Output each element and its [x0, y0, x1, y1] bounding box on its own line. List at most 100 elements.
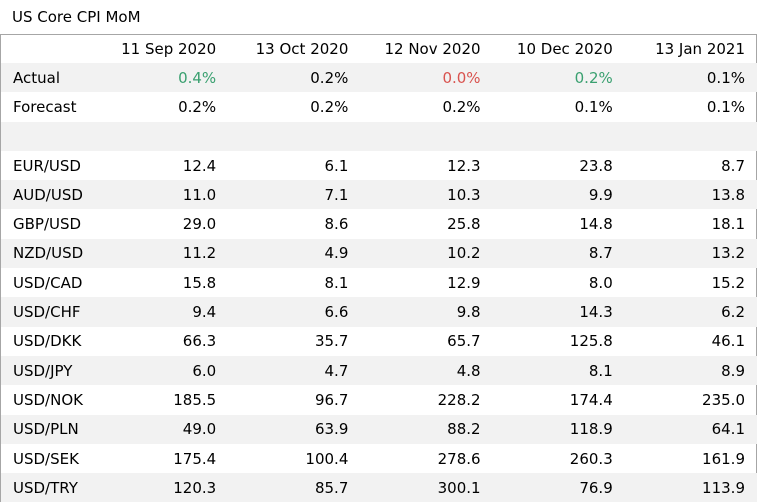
pair-value: 85.7	[228, 473, 361, 503]
row-label-forecast: Forecast	[13, 97, 77, 116]
pair-value: 63.9	[228, 414, 361, 444]
spacer-row	[1, 121, 757, 151]
pair-row: GBP/USD 29.0 8.6 25.8 14.8 18.1	[1, 209, 757, 238]
pair-value: 9.8	[360, 297, 493, 327]
pair-value: 14.8	[579, 215, 613, 234]
pair-row: NZD/USD 11.2 4.9 10.2 8.7 13.2	[1, 238, 757, 269]
pair-value: 6.6	[228, 297, 361, 327]
actual-value: 0.2%	[492, 63, 625, 93]
forecast-row: Forecast 0.2% 0.2% 0.2% 0.1% 0.1%	[1, 92, 757, 121]
column-header: 10 Dec 2020	[516, 40, 613, 58]
pair-value: 8.7	[492, 238, 625, 269]
pair-value: 185.5	[173, 390, 217, 409]
pair-value: 15.8	[182, 273, 217, 292]
forecast-value: 0.2%	[442, 97, 481, 116]
column-header: 13 Oct 2020	[255, 40, 349, 58]
forecast-value: 0.1%	[574, 97, 613, 116]
table-title: US Core CPI MoM	[12, 8, 141, 26]
forecast-value: 0.1%	[706, 97, 745, 116]
spacer-cell	[1, 121, 757, 151]
pair-value: 235.0	[702, 390, 745, 409]
pair-row: USD/PLN 49.0 63.9 88.2 118.9 64.1	[1, 414, 757, 444]
pair-row: USD/NOK 185.5 96.7 228.2 174.4 235.0	[1, 385, 757, 414]
column-header: 13 Jan 2021	[655, 40, 745, 58]
pair-value: 11.2	[96, 238, 229, 269]
pair-value: 8.9	[624, 355, 757, 386]
pair-value: 10.3	[360, 180, 493, 210]
pair-row: USD/TRY 120.3 85.7 300.1 76.9 113.9	[1, 473, 757, 503]
pair-value: 8.1	[324, 273, 349, 292]
pair-value: 65.7	[447, 332, 481, 351]
actual-value: 0.0%	[360, 63, 493, 93]
pair-value: 10.2	[360, 238, 493, 269]
pair-label: USD/JPY	[1, 355, 96, 386]
pair-value: 29.0	[182, 215, 217, 234]
pair-value: 125.8	[569, 332, 613, 351]
pair-value: 8.1	[492, 355, 625, 386]
pair-value: 18.1	[711, 215, 745, 234]
pair-label: GBP/USD	[13, 215, 82, 234]
pair-value: 6.2	[624, 297, 757, 327]
pair-label: NZD/USD	[1, 238, 96, 269]
header-row: 11 Sep 2020 13 Oct 2020 12 Nov 2020 10 D…	[1, 35, 757, 63]
pair-value: 118.9	[492, 414, 625, 444]
pair-value: 161.9	[702, 449, 745, 468]
cpi-table: 11 Sep 2020 13 Oct 2020 12 Nov 2020 10 D…	[1, 35, 757, 503]
pair-label: USD/DKK	[13, 332, 82, 351]
pair-row: AUD/USD 11.0 7.1 10.3 9.9 13.8	[1, 180, 757, 210]
pair-label: AUD/USD	[1, 180, 96, 210]
pair-value: 228.2	[437, 390, 481, 409]
pair-label: USD/NOK	[13, 390, 83, 409]
pair-value: 9.4	[96, 297, 229, 327]
pair-value: 4.8	[360, 355, 493, 386]
pair-value: 8.0	[588, 273, 613, 292]
pair-label: USD/PLN	[1, 414, 96, 444]
pair-label: USD/CHF	[1, 297, 96, 327]
pair-value: 113.9	[624, 473, 757, 503]
pair-value: 13.8	[624, 180, 757, 210]
pair-label: USD/SEK	[13, 449, 79, 468]
pair-value: 8.6	[324, 215, 349, 234]
forecast-value: 0.2%	[178, 97, 217, 116]
pair-value: 278.6	[437, 449, 481, 468]
pair-value: 14.3	[492, 297, 625, 327]
pair-value: 100.4	[305, 449, 349, 468]
actual-value: 0.2%	[228, 63, 361, 93]
actual-value: 0.1%	[624, 63, 757, 93]
pair-value: 7.1	[228, 180, 361, 210]
pair-value: 8.7	[721, 156, 745, 175]
pair-value: 12.3	[447, 156, 481, 175]
pair-value: 76.9	[492, 473, 625, 503]
pair-value: 12.9	[447, 273, 481, 292]
pair-value: 12.4	[182, 156, 217, 175]
pair-label: EUR/USD	[13, 156, 81, 175]
pair-value: 13.2	[624, 238, 757, 269]
pair-value: 9.9	[492, 180, 625, 210]
pair-value: 120.3	[96, 473, 229, 503]
header-empty-cell	[1, 35, 96, 63]
pair-value: 64.1	[624, 414, 757, 444]
pair-value: 174.4	[569, 390, 613, 409]
pair-value: 4.7	[228, 355, 361, 386]
column-header: 12 Nov 2020	[384, 40, 481, 58]
pair-value: 15.2	[711, 273, 745, 292]
pair-value: 88.2	[360, 414, 493, 444]
pair-value: 300.1	[360, 473, 493, 503]
pair-row: EUR/USD 12.4 6.1 12.3 23.8 8.7	[1, 151, 757, 180]
pair-value: 175.4	[173, 449, 217, 468]
pair-value: 11.0	[96, 180, 229, 210]
pair-value: 4.9	[228, 238, 361, 269]
pair-value: 260.3	[569, 449, 613, 468]
pair-value: 6.0	[96, 355, 229, 386]
pair-label: USD/CAD	[13, 273, 83, 292]
pair-row: USD/JPY 6.0 4.7 4.8 8.1 8.9	[1, 355, 757, 386]
pair-row: USD/SEK 175.4 100.4 278.6 260.3 161.9	[1, 444, 757, 473]
pair-value: 25.8	[447, 215, 481, 234]
pair-label: USD/TRY	[1, 473, 96, 503]
forecast-value: 0.2%	[310, 97, 349, 116]
pair-value: 66.3	[182, 332, 217, 351]
pair-value: 46.1	[711, 332, 745, 351]
pair-value: 35.7	[314, 332, 349, 351]
pair-row: USD/DKK 66.3 35.7 65.7 125.8 46.1	[1, 327, 757, 356]
row-label-actual: Actual	[1, 63, 96, 93]
